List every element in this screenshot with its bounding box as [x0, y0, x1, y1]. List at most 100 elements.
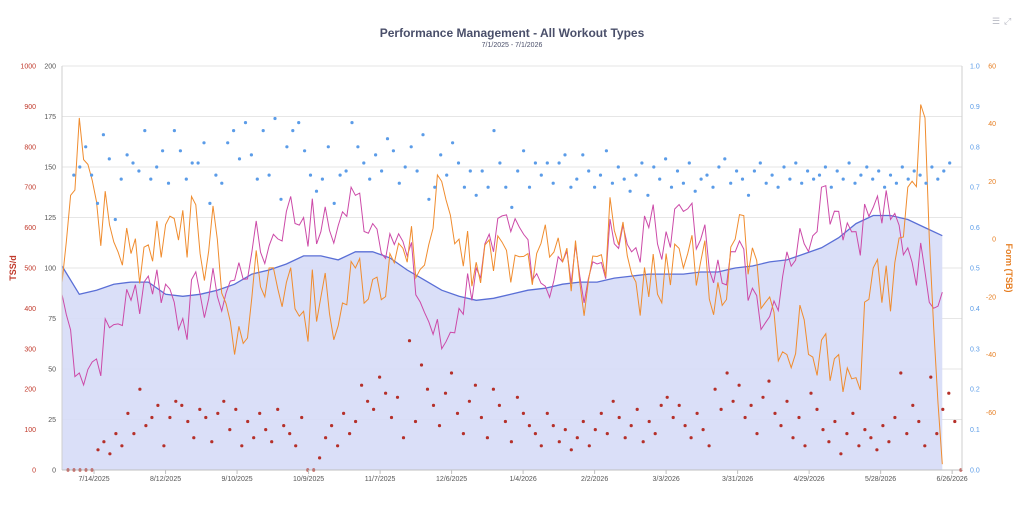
- intensity-point: [409, 145, 413, 149]
- tss-point: [641, 440, 645, 444]
- tss-point: [282, 424, 286, 428]
- tss-point: [425, 387, 430, 391]
- intensity-point: [344, 169, 348, 173]
- tss-point: [941, 407, 945, 411]
- intensity-point: [279, 197, 283, 201]
- menu-icon[interactable]: ☰: [992, 16, 1001, 26]
- tss-point: [569, 448, 573, 452]
- tss-point: [138, 387, 142, 391]
- intensity-point: [906, 177, 910, 181]
- tss-tick-label: 900: [24, 104, 36, 111]
- tss-point: [240, 444, 244, 448]
- intensity-point: [131, 161, 135, 165]
- tss-point: [108, 452, 112, 456]
- intensity-point: [208, 201, 212, 205]
- tss-point: [761, 395, 765, 399]
- intensity-point: [391, 149, 395, 153]
- tss-point: [671, 415, 675, 420]
- intensity-point: [267, 173, 271, 177]
- tss-point: [270, 440, 274, 444]
- x-tick-label: 10/9/2025: [293, 476, 324, 483]
- intensity-point: [314, 189, 319, 193]
- tss-point: [911, 403, 915, 407]
- intensity-point: [178, 149, 182, 153]
- tss-point: [150, 415, 154, 420]
- intensity-point: [326, 145, 330, 149]
- intensity-point: [172, 129, 176, 133]
- tss-point: [431, 403, 436, 407]
- load-tick-label: 200: [44, 64, 56, 71]
- intensity-point: [220, 181, 224, 185]
- tss-point: [899, 371, 903, 375]
- intensity-point: [362, 161, 366, 165]
- tss-point: [252, 436, 256, 440]
- intensity-point: [421, 133, 425, 137]
- tss-point: [815, 407, 819, 411]
- tss-point: [473, 383, 477, 387]
- x-tick-label: 3/3/2026: [652, 476, 679, 483]
- tss-point: [407, 339, 412, 343]
- intensity-point: [746, 193, 751, 197]
- intensity-point: [569, 185, 573, 189]
- form-axis-label: Form (TSB): [1004, 244, 1014, 293]
- intensity-point: [593, 185, 597, 189]
- tss-point: [659, 403, 663, 407]
- tss-point: [545, 411, 549, 415]
- tss-point: [863, 428, 867, 432]
- intensity-point: [332, 201, 336, 205]
- tss-point: [767, 379, 771, 383]
- tss-point: [821, 428, 825, 432]
- intensity-point: [575, 177, 579, 181]
- tss-point: [905, 432, 909, 436]
- load-tick-label: 75: [48, 316, 56, 323]
- tss-point: [204, 415, 208, 420]
- tss-tick-label: 0: [32, 468, 36, 475]
- intensity-point: [510, 205, 514, 209]
- intensity-point: [338, 173, 342, 177]
- intensity-point: [723, 157, 727, 161]
- tss-point: [228, 428, 232, 432]
- intensity-point: [350, 121, 354, 125]
- intensity-point: [924, 181, 928, 185]
- form-tick-label: -40: [986, 352, 996, 359]
- tss-tick-label: 500: [24, 266, 36, 273]
- intensity-point: [439, 153, 443, 157]
- tss-point: [162, 444, 166, 448]
- tss-point: [923, 444, 927, 448]
- intensity-point: [806, 169, 810, 173]
- intensity-point: [652, 165, 656, 169]
- tss-point: [509, 440, 513, 444]
- tss-point: [803, 444, 807, 448]
- fatigue-line: [61, 185, 943, 387]
- tss-point: [827, 440, 831, 444]
- tss-point: [258, 411, 262, 415]
- intensity-point: [504, 185, 508, 189]
- tss-point: [839, 452, 843, 456]
- intensity-point: [598, 173, 603, 177]
- intensity-point: [936, 177, 940, 181]
- tss-point: [330, 424, 334, 428]
- tss-point: [437, 424, 442, 428]
- intensity-point: [214, 173, 218, 177]
- tss-point: [168, 415, 172, 420]
- intensity-point: [161, 149, 165, 153]
- load-tick-label: 150: [44, 165, 56, 172]
- intensity-point: [243, 121, 248, 125]
- tss-point: [713, 387, 717, 391]
- x-tick-label: 8/12/2025: [150, 476, 181, 483]
- expand-icon[interactable]: ⤢: [1004, 16, 1012, 26]
- tss-point: [360, 383, 364, 387]
- intensity-point: [84, 145, 88, 149]
- intensity-point: [125, 153, 129, 157]
- intensity-point: [563, 153, 567, 157]
- tss-point: [665, 395, 669, 399]
- x-tick-label: 6/26/2026: [937, 476, 968, 483]
- tss-point: [773, 411, 777, 415]
- intensity-point: [871, 177, 875, 181]
- intensity-point: [646, 193, 650, 197]
- intensity-point: [166, 181, 171, 185]
- tss-point: [180, 403, 184, 407]
- intensity-point: [226, 141, 230, 145]
- intensity-point: [527, 185, 532, 189]
- intensity-point: [237, 157, 242, 161]
